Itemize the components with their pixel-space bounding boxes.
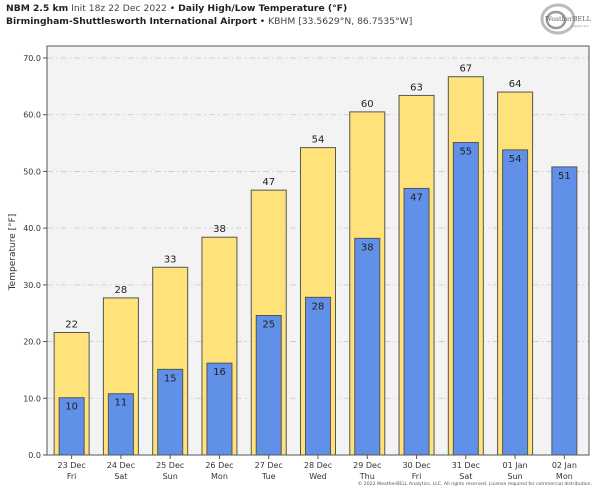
- x-tick-label-date: 31 Dec: [452, 461, 480, 470]
- high-temp-label: 54: [312, 135, 325, 146]
- chart-header-line2: Birmingham-Shuttlesworth International A…: [6, 16, 412, 27]
- low-temp-label: 15: [164, 373, 177, 384]
- low-temp-label: 16: [213, 367, 226, 378]
- high-temp-label: 47: [262, 177, 275, 188]
- low-temp-label: 54: [509, 154, 522, 165]
- y-tick-label: 60.0: [23, 111, 41, 120]
- x-tick-label-day: Fri: [412, 472, 422, 481]
- copyright-notice: © 2022 WeatherBELL Analytics, LLC. All r…: [357, 482, 592, 487]
- x-tick-label-day: Wed: [309, 472, 326, 481]
- low-temp-bar: [58, 397, 85, 456]
- low-temp-label: 51: [558, 171, 571, 182]
- y-tick-label: 10.0: [23, 394, 41, 403]
- low-temp-bar: [305, 296, 331, 456]
- station-name: Birmingham-Shuttlesworth International A…: [6, 16, 257, 27]
- y-tick-label: 70.0: [23, 54, 41, 63]
- x-tick-label-day: Fri: [67, 472, 77, 481]
- low-temp-bar: [107, 393, 134, 456]
- model-name: NBM 2.5 km: [6, 3, 69, 14]
- high-temp-label: 64: [509, 79, 522, 90]
- high-temp-label: 28: [115, 285, 128, 296]
- x-tick-label-day: Sat: [459, 472, 472, 481]
- low-temp-label: 47: [410, 192, 423, 203]
- x-tick-label-date: 26 Dec: [205, 461, 233, 470]
- low-temp-bar: [354, 237, 381, 456]
- x-tick-label-day: Sun: [163, 472, 178, 481]
- high-temp-label: 63: [410, 82, 423, 93]
- y-axis-label: Temperature [°F]: [8, 214, 18, 292]
- x-tick-label-date: 24 Dec: [107, 461, 135, 470]
- x-tick-label-date: 29 Dec: [353, 461, 381, 470]
- separator: •: [259, 16, 266, 27]
- station-id: KBHM [33.5629°N, 86.7535°W]: [268, 16, 413, 27]
- low-temp-bar: [452, 142, 479, 456]
- separator: •: [169, 3, 176, 14]
- low-temp-label: 28: [312, 301, 325, 312]
- y-tick-label: 40.0: [23, 224, 41, 233]
- low-temp-bar: [206, 362, 233, 456]
- high-temp-label: 38: [213, 224, 226, 235]
- y-tick-label: 50.0: [23, 167, 41, 176]
- low-temp-label: 11: [115, 398, 128, 409]
- high-temp-label: 33: [164, 254, 177, 265]
- x-tick-label-date: 28 Dec: [304, 461, 332, 470]
- y-tick-label: 30.0: [23, 281, 41, 290]
- low-temp-label: 38: [361, 242, 374, 253]
- x-tick-label-day: Tue: [261, 472, 276, 481]
- high-temp-label: 22: [65, 319, 78, 330]
- x-tick-label-day: Thu: [359, 472, 375, 481]
- product-title: Daily High/Low Temperature (°F): [178, 3, 348, 14]
- bars: 22 10 28 11 33 15 38 16 47 25 54 28 60 38 63 47 67 55 64 54…: [53, 64, 578, 456]
- x-tick-label-date: 01 Jan: [503, 461, 528, 470]
- logo-subtext: Analytics LLC: [571, 24, 588, 28]
- x-tick-label-day: Mon: [556, 472, 573, 481]
- logo-text: WeatherBELL: [545, 15, 591, 23]
- chart-header-line1: NBM 2.5 km Init 18z 22 Dec 2022 • Daily …: [6, 3, 347, 14]
- x-tick-label-day: Sat: [114, 472, 127, 481]
- x-tick-label-day: Sun: [507, 472, 522, 481]
- x-tick-label-date: 02 Jan: [552, 461, 577, 470]
- low-temp-label: 10: [65, 402, 78, 413]
- low-temp-label: 25: [262, 319, 275, 330]
- weatherbell-logo: WeatherBELL Analytics LLC: [540, 3, 592, 35]
- x-tick-label-date: 23 Dec: [58, 461, 86, 470]
- x-axis: 23 Dec Fri 24 Dec Sat 25 Dec Sun 26 Dec Mon 27 D…: [58, 455, 577, 481]
- x-tick-label-date: 30 Dec: [402, 461, 430, 470]
- x-tick-label-day: Mon: [211, 472, 228, 481]
- y-axis: 0.0 10.0 20.0 30.0 40.0 50.0 60.0 70.0: [23, 54, 47, 460]
- low-temp-bar: [403, 187, 430, 456]
- init-time: Init 18z 22 Dec 2022: [71, 3, 167, 14]
- high-temp-label: 67: [459, 64, 472, 75]
- y-tick-label: 0.0: [28, 451, 41, 460]
- low-temp-label: 55: [459, 147, 472, 158]
- x-tick-label-date: 27 Dec: [255, 461, 283, 470]
- low-temp-bar: [502, 149, 529, 456]
- x-tick-label-date: 25 Dec: [156, 461, 184, 470]
- high-temp-label: 60: [361, 99, 374, 110]
- logo-swirl-icon: [540, 3, 576, 35]
- logo-swirl-inner: [545, 10, 567, 30]
- low-temp-bar: [255, 314, 282, 456]
- y-tick-label: 20.0: [23, 338, 41, 347]
- plot-frame: [46, 45, 590, 456]
- low-temp-bar: [551, 166, 578, 456]
